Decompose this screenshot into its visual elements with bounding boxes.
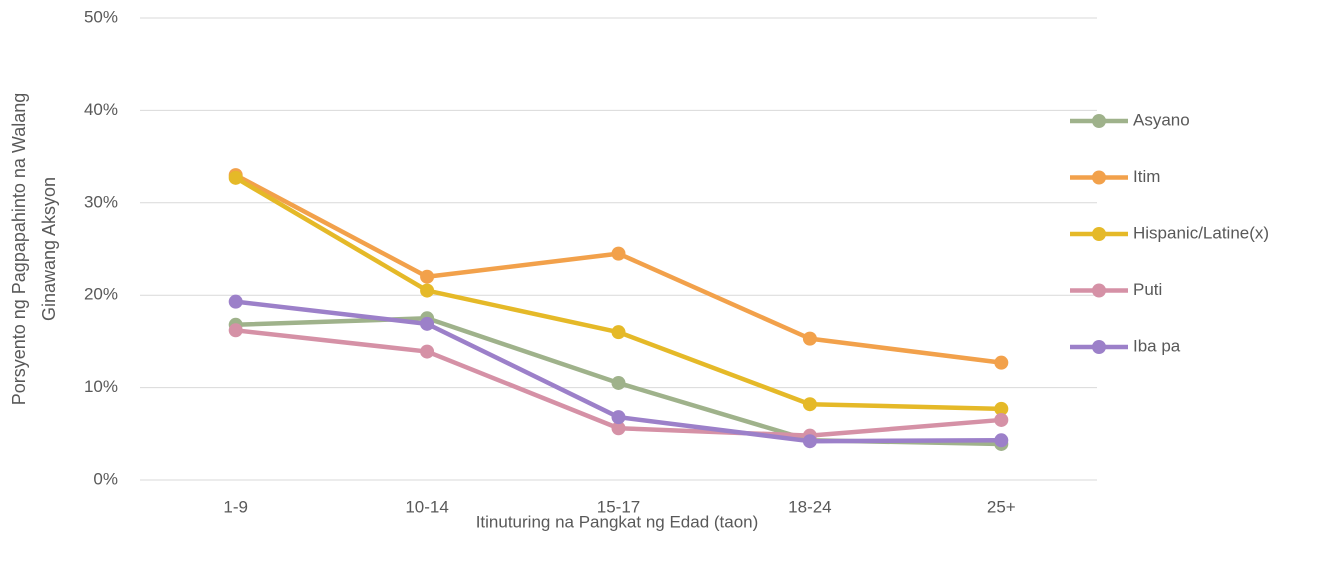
data-point — [420, 283, 435, 298]
legend-marker — [1092, 227, 1106, 241]
data-point — [228, 294, 243, 309]
y-tick-label: 40% — [84, 100, 118, 119]
x-tick-label: 15-17 — [597, 497, 640, 516]
x-tick-label: 18-24 — [788, 497, 831, 516]
series-line — [234, 175, 1002, 412]
legend-label: Iba pa — [1133, 336, 1181, 355]
y-tick-label: 50% — [84, 7, 118, 26]
legend-label: Asyano — [1133, 110, 1190, 129]
data-point — [611, 246, 626, 261]
y-tick-label: 30% — [84, 192, 118, 211]
legend-marker — [1092, 114, 1106, 128]
data-point — [228, 323, 243, 338]
data-point — [420, 269, 435, 284]
data-point — [611, 421, 626, 436]
data-point — [802, 434, 817, 449]
legend-marker — [1092, 340, 1106, 354]
x-tick-label: 1-9 — [223, 497, 248, 516]
x-axis-label: Itinuturing na Pangkat ng Edad (taon) — [476, 512, 759, 531]
data-point — [228, 170, 243, 185]
y-tick-label: 20% — [84, 285, 118, 304]
data-point — [420, 344, 435, 359]
data-point — [611, 410, 626, 425]
data-point — [802, 397, 817, 412]
data-point — [420, 316, 435, 331]
data-point — [994, 401, 1009, 416]
y-axis-label: Porsyento ng Pagpapahinto na Walang — [9, 93, 29, 406]
legend-marker — [1092, 170, 1106, 185]
x-tick-label: 25+ — [987, 497, 1016, 516]
y-axis-label: Ginawang Aksyon — [39, 177, 59, 321]
y-tick-label: 0% — [93, 469, 118, 488]
data-point — [994, 433, 1009, 448]
x-tick-label: 10-14 — [405, 497, 448, 516]
legend-label: Itim — [1133, 167, 1160, 186]
data-point — [611, 325, 626, 340]
data-point — [994, 412, 1009, 427]
data-point — [802, 331, 817, 346]
legend-marker — [1092, 283, 1106, 298]
data-point — [994, 355, 1009, 370]
y-tick-label: 10% — [84, 377, 118, 396]
data-point — [611, 375, 626, 390]
legend-label: Hispanic/Latine(x) — [1133, 223, 1269, 242]
legend-label: Puti — [1133, 280, 1162, 299]
